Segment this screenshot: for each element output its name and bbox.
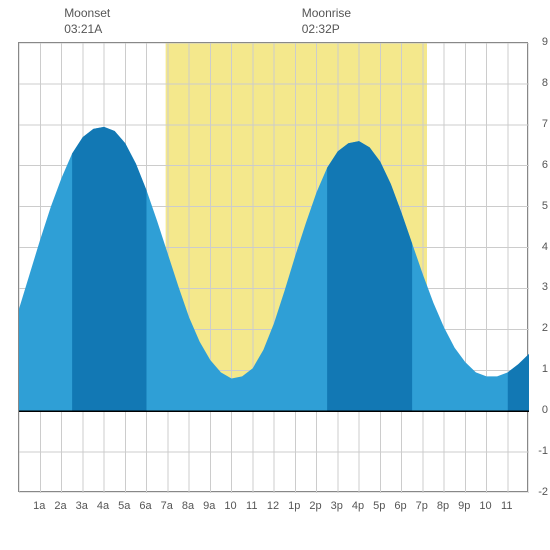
x-tick: 9p <box>458 500 470 512</box>
x-tick: 1p <box>288 500 300 512</box>
y-tick: 4 <box>528 241 548 253</box>
moonrise-title: Moonrise <box>302 6 351 22</box>
x-tick: 11 <box>246 500 257 512</box>
x-tick: 3a <box>76 500 88 512</box>
y-tick: 1 <box>528 363 548 375</box>
chart-svg <box>19 43 529 493</box>
tide-area-dark <box>508 354 529 411</box>
x-tick: 8p <box>437 500 449 512</box>
moonset-label: Moonset 03:21A <box>64 6 110 37</box>
x-tick: 2p <box>309 500 321 512</box>
tide-area-dark <box>72 127 146 411</box>
x-tick: 11 <box>501 500 512 512</box>
y-tick: 9 <box>528 36 548 48</box>
x-tick: 6a <box>139 500 151 512</box>
moonset-time: 03:21A <box>64 22 110 38</box>
x-tick: 2a <box>54 500 66 512</box>
moonrise-label: Moonrise 02:32P <box>302 6 351 37</box>
y-tick: 7 <box>528 118 548 130</box>
x-tick: 7p <box>416 500 428 512</box>
x-tick: 1a <box>33 500 45 512</box>
y-tick: -2 <box>528 486 548 498</box>
y-tick: 6 <box>528 159 548 171</box>
x-tick: 7a <box>161 500 173 512</box>
x-tick: 4a <box>97 500 109 512</box>
x-tick: 4p <box>352 500 364 512</box>
y-tick: 5 <box>528 200 548 212</box>
y-tick: 2 <box>528 322 548 334</box>
x-tick: 6p <box>394 500 406 512</box>
x-tick: 10 <box>224 500 236 512</box>
x-tick: 9a <box>203 500 215 512</box>
y-tick: 3 <box>528 281 548 293</box>
x-tick: 5a <box>118 500 130 512</box>
x-tick: 3p <box>331 500 343 512</box>
x-tick: 5p <box>373 500 385 512</box>
x-tick: 10 <box>479 500 491 512</box>
x-tick: 8a <box>182 500 194 512</box>
moonset-title: Moonset <box>64 6 110 22</box>
y-tick: -1 <box>528 445 548 457</box>
moonrise-time: 02:32P <box>302 22 351 38</box>
y-tick: 8 <box>528 77 548 89</box>
x-tick: 12 <box>267 500 279 512</box>
y-tick: 0 <box>528 404 548 416</box>
tide-chart: Moonset 03:21A Moonrise 02:32P -2-101234… <box>0 0 550 550</box>
plot-area <box>18 42 528 492</box>
